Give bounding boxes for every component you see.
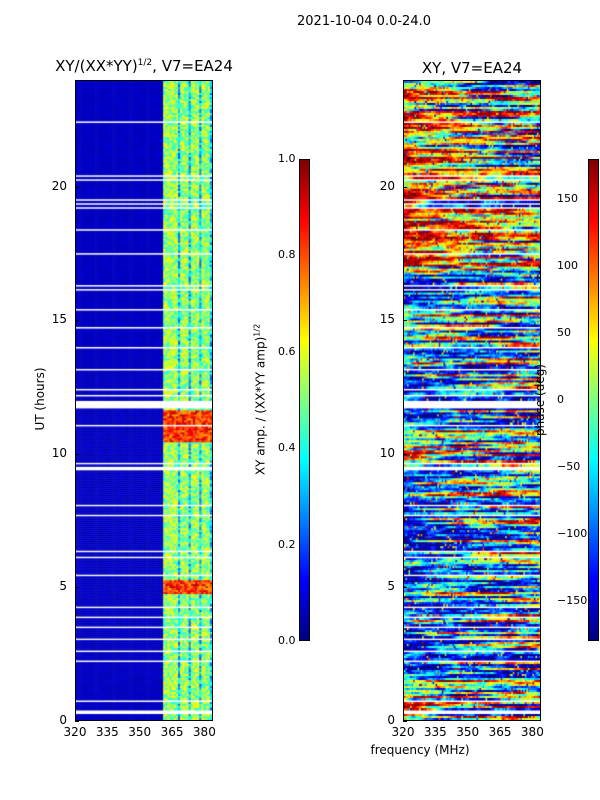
left-title-exponent: 1/2 <box>137 58 153 68</box>
right-x-tick: 365 <box>488 725 512 739</box>
left-x-tick: 380 <box>192 725 216 739</box>
right-panel-title: XY, V7=EA24 <box>421 59 523 77</box>
left-y-tick: 10 <box>51 445 67 460</box>
left-y-tick-mark <box>75 320 79 322</box>
left-x-tick: 365 <box>160 725 184 739</box>
right-y-tick-mark <box>403 721 407 722</box>
right-colorbar <box>588 159 599 641</box>
right-colorbar-tick: 150 <box>557 192 578 206</box>
left-colorbar-label: XY amp. / (XX*YY amp)1/2 <box>253 310 268 490</box>
left-heatmap-canvas <box>76 81 212 720</box>
left-title-base: XY/(XX*YY) <box>55 57 138 75</box>
right-y-tick: 0 <box>387 713 395 727</box>
right-heatmap-canvas <box>404 81 540 720</box>
left-y-axis-label: UT (hours) <box>33 367 47 431</box>
right-colorbar-tick: −50 <box>557 459 581 473</box>
figure-title: 2021-10-04 0.0-24.0 <box>297 14 431 29</box>
right-colorbar-tick: 0 <box>557 393 564 406</box>
left-y-tick: 0 <box>59 713 67 727</box>
left-y-tick-mark <box>75 587 79 589</box>
right-colorbar-tick: −150 <box>557 593 588 607</box>
right-y-tick: 5 <box>387 579 395 594</box>
left-colorbar-tick: 0.6 <box>278 344 296 358</box>
right-colorbar-tick: −100 <box>557 526 588 540</box>
right-x-axis-label: frequency (MHz) <box>370 743 470 757</box>
left-y-tick-mark <box>75 186 79 188</box>
right-y-tick: 10 <box>379 445 395 460</box>
left-colorbar-label-base: XY amp. / (XX*YY amp) <box>253 336 268 476</box>
left-colorbar-gradient <box>300 160 309 640</box>
left-x-tick: 350 <box>128 725 152 739</box>
left-y-tick-mark <box>75 453 79 455</box>
right-y-tick-mark <box>403 587 407 589</box>
right-y-tick: 15 <box>379 312 395 327</box>
right-colorbar-tick: 100 <box>557 259 578 273</box>
left-x-tick: 335 <box>95 725 119 739</box>
left-x-tick: 320 <box>63 725 87 739</box>
left-colorbar-tick: 0.2 <box>278 537 296 551</box>
right-x-tick: 335 <box>423 725 447 739</box>
left-heatmap[interactable] <box>75 80 213 721</box>
right-y-tick-mark <box>403 320 407 322</box>
left-colorbar-tick: 1.0 <box>278 152 296 165</box>
left-colorbar-tick: 0.0 <box>278 634 296 647</box>
left-colorbar-tick: 0.4 <box>278 441 296 455</box>
left-y-tick: 5 <box>59 579 67 594</box>
right-y-tick-mark <box>403 453 407 455</box>
left-y-tick-mark <box>75 721 79 722</box>
left-colorbar-label-exponent: 1/2 <box>252 323 262 337</box>
right-colorbar-tick: 50 <box>557 326 571 340</box>
left-colorbar <box>299 159 310 641</box>
right-x-tick: 350 <box>456 725 480 739</box>
right-y-tick: 20 <box>379 178 395 193</box>
right-colorbar-label: phase (deg) <box>533 364 547 437</box>
left-panel-title: XY/(XX*YY)1/2, V7=EA24 <box>40 57 248 75</box>
right-heatmap[interactable] <box>403 80 541 721</box>
right-y-tick-mark <box>403 186 407 188</box>
left-colorbar-tick: 0.8 <box>278 248 296 262</box>
right-colorbar-gradient <box>589 160 598 640</box>
right-x-tick: 320 <box>391 725 415 739</box>
right-x-tick: 380 <box>520 725 544 739</box>
left-y-tick: 15 <box>51 312 67 327</box>
left-title-suffix: , V7=EA24 <box>152 57 233 75</box>
left-y-tick: 20 <box>51 178 67 193</box>
